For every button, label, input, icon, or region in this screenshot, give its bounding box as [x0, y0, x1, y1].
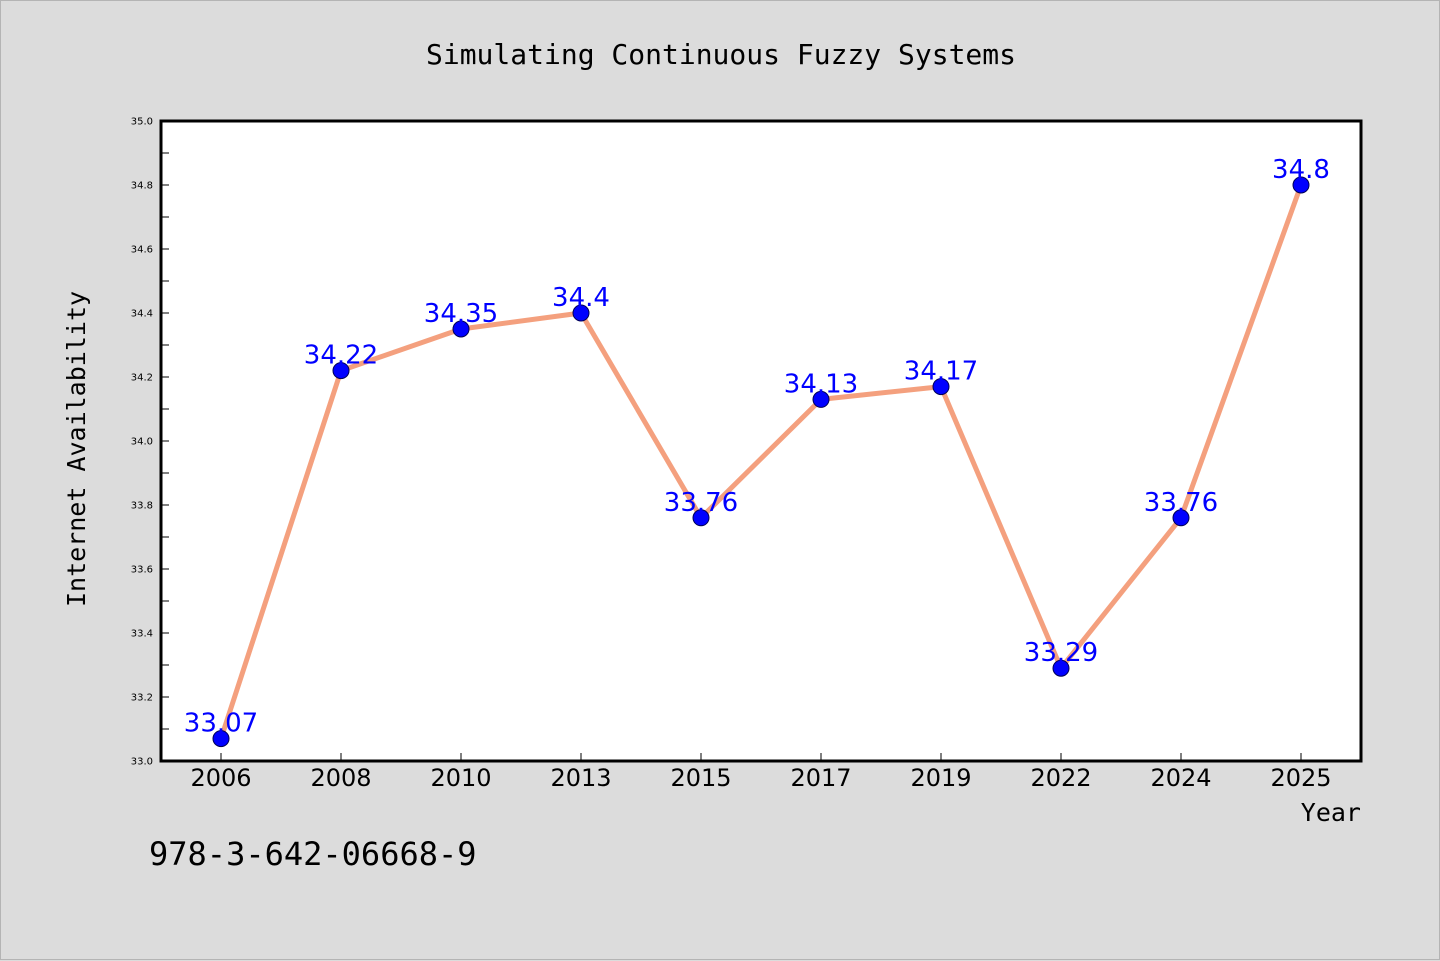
- y-tick-label: 33.4: [131, 629, 153, 640]
- x-tick-label: 2010: [430, 764, 491, 792]
- y-tick-label: 33.2: [131, 693, 153, 704]
- x-tick-label: 2017: [790, 764, 851, 792]
- y-tick-label: 33.6: [131, 565, 153, 576]
- y-tick-label: 33.0: [131, 757, 153, 768]
- x-tick-label: 2006: [190, 764, 251, 792]
- data-label: 34.17: [904, 357, 978, 387]
- plot-border: [159, 119, 1363, 763]
- x-axis-label: Year: [1301, 798, 1361, 827]
- data-point: [692, 509, 710, 527]
- data-label: 34.22: [304, 341, 378, 371]
- y-tick-label: 34.6: [131, 245, 153, 256]
- y-tick-label: 34.4: [131, 309, 153, 320]
- series-layer: [218, 184, 1304, 740]
- data-point: [1172, 509, 1190, 527]
- y-tick-label: 34.2: [131, 373, 153, 384]
- data-label: 34.8: [1272, 155, 1330, 185]
- data-label: 34.4: [552, 283, 610, 313]
- data-label: 34.13: [784, 369, 858, 399]
- data-label-layer: 33.07 34.22 34.35 34.4 33.76 34.13 34.17 33.29 3…: [184, 155, 1330, 739]
- data-point: [212, 730, 230, 748]
- plot-area: [161, 121, 1361, 761]
- data-label: 34.35: [424, 299, 498, 329]
- data-point: [932, 378, 950, 396]
- footer-isbn: 978-3-642-06668-9: [149, 835, 477, 873]
- data-label: 33.76: [664, 488, 738, 518]
- data-label: 33.76: [1144, 488, 1218, 518]
- data-point: [452, 320, 470, 338]
- data-point: [332, 362, 350, 380]
- data-label: 33.29: [1024, 638, 1098, 668]
- y-tick-label: 34.8: [131, 181, 153, 192]
- y-tick-label: 34.0: [131, 437, 153, 448]
- x-tick-label: 2013: [550, 764, 611, 792]
- x-tick-label: 2015: [670, 764, 731, 792]
- data-point: [812, 390, 830, 408]
- data-point: [1292, 176, 1310, 194]
- data-point: [1052, 659, 1070, 677]
- x-tick-label: 2022: [1030, 764, 1091, 792]
- y-tick-label: 33.8: [131, 501, 153, 512]
- x-axis: 2006 2008 2010 2013 2015 2017 2019 2022 2024 2025: [190, 753, 1332, 792]
- marker-layer: [212, 176, 1310, 748]
- x-tick-label: 2008: [310, 764, 371, 792]
- data-point: [572, 304, 590, 322]
- x-tick-label: 2019: [910, 764, 971, 792]
- y-axis-label: Internet Availability: [62, 291, 91, 607]
- chart-title: Simulating Continuous Fuzzy Systems: [426, 38, 1016, 71]
- x-tick-label: 2025: [1270, 764, 1331, 792]
- data-label: 33.07: [184, 709, 258, 739]
- y-axis: 33.0 33.2 33.4 33.6 33.8 34.0 34.2 34.4 34.6 34.8…: [131, 117, 169, 768]
- series-line: [218, 184, 1304, 740]
- y-tick-label: 35.0: [131, 117, 153, 128]
- x-tick-label: 2024: [1150, 764, 1211, 792]
